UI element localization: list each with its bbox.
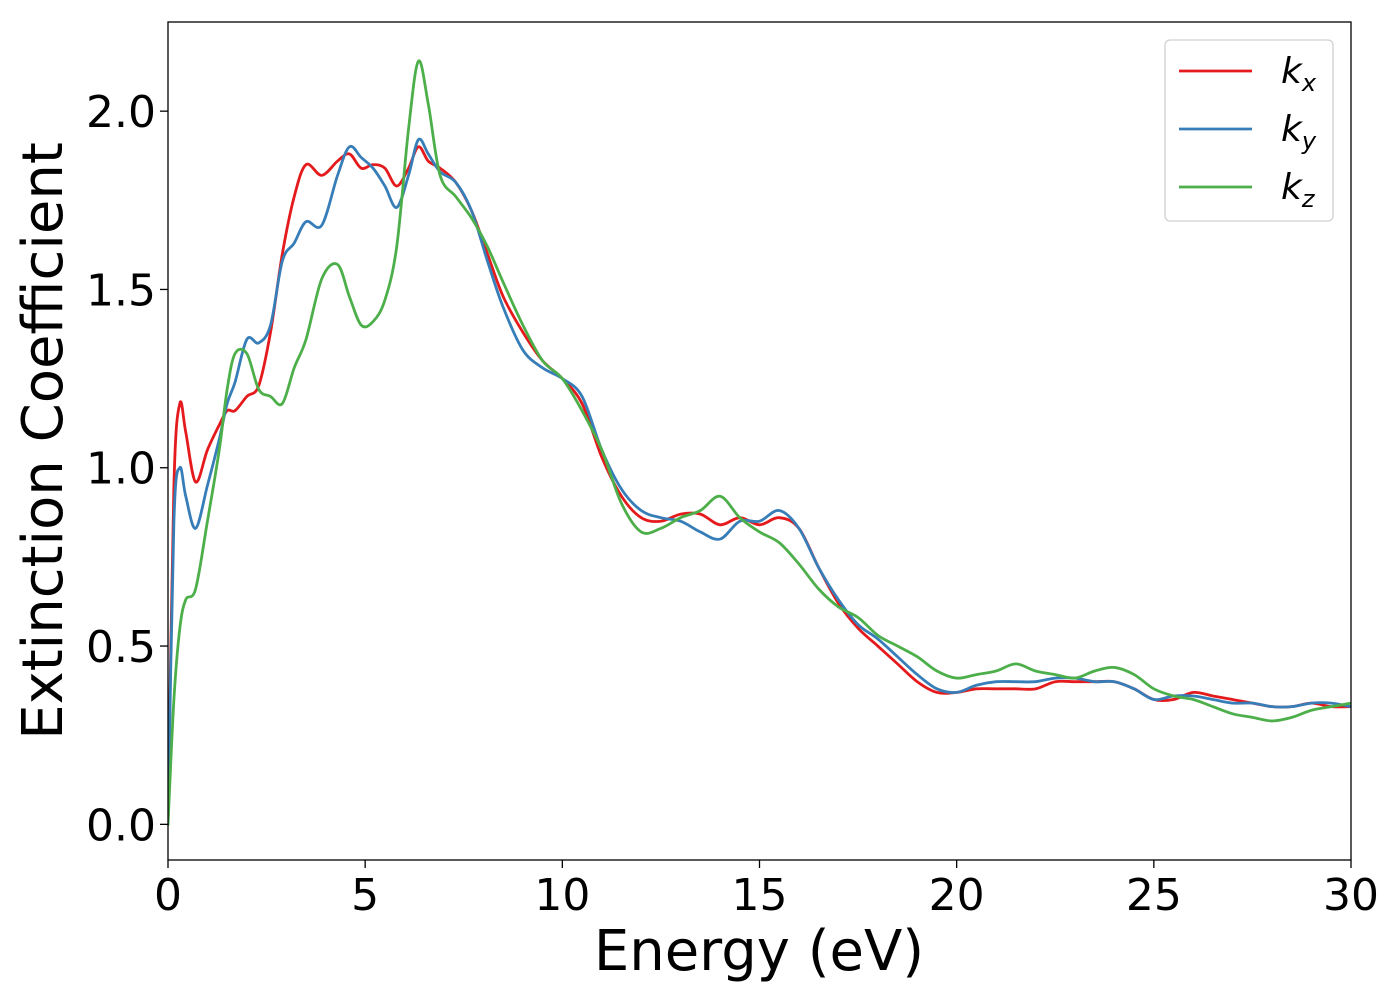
legend-label-ky: ky [1281, 109, 1317, 155]
legend-label-kz: kz [1281, 167, 1316, 213]
series-layer [168, 59, 1351, 826]
legend-label-subscript: y [1301, 127, 1317, 155]
legend-label-subscript: z [1301, 185, 1316, 213]
series-line-ky [168, 137, 1351, 826]
ticks-layer: 0 5 10 15 20 25 30 0.0 0.5 1.0 1.5 2.0 [86, 87, 1379, 921]
y-tick-label: 2.0 [86, 87, 156, 138]
y-tick-label: 1.0 [86, 444, 156, 495]
legend-label-main: k [1281, 51, 1304, 92]
x-tick-label: 20 [929, 870, 985, 921]
y-tick-label: 0.5 [86, 622, 156, 673]
legend-box [1164, 39, 1334, 222]
x-tick-label: 15 [732, 870, 788, 921]
series-line-kx [168, 145, 1351, 826]
x-tick-label: 5 [351, 870, 379, 921]
x-axis-label: Energy (eV) [594, 919, 924, 984]
series-line-kz [168, 59, 1351, 826]
legend-label-main: k [1281, 109, 1304, 150]
plot-frame [167, 21, 1352, 861]
y-tick-label: 1.5 [86, 265, 156, 316]
x-tick-label: 30 [1323, 870, 1379, 921]
y-axis-label: Extinction Coefficient [11, 142, 76, 740]
legend-label-main: k [1281, 167, 1304, 208]
legend-label-kx: kx [1281, 51, 1317, 97]
y-tick-label: 0.0 [86, 800, 156, 851]
x-tick-label: 0 [154, 870, 182, 921]
x-tick-label: 10 [534, 870, 590, 921]
legend-label-subscript: x [1301, 69, 1317, 97]
x-tick-label: 25 [1126, 870, 1182, 921]
